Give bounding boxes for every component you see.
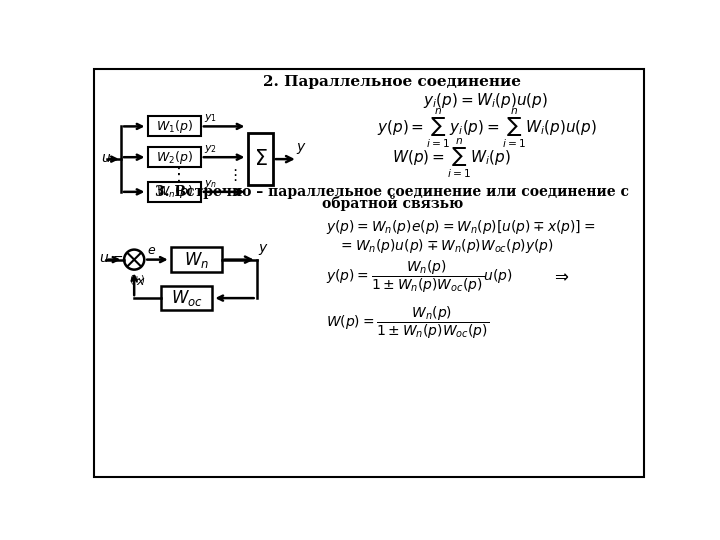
Text: $= W_n(p)u(p) \mp W_n(p)W_{oc}(p)y(p)$: $= W_n(p)u(p) \mp W_n(p)W_{oc}(p)y(p)$ [338,237,554,255]
Bar [148,117,201,137]
Text: 2. Параллельное соединение: 2. Параллельное соединение [264,75,521,89]
Text: обратной связью: обратной связью [322,195,463,211]
Text: $y$: $y$ [296,141,307,156]
Text: $u$: $u$ [99,251,109,265]
Bar [248,133,273,185]
Text: $(+)$: $(+)$ [129,273,145,286]
Text: $\Sigma$: $\Sigma$ [253,149,267,169]
Text: $W(p) = \sum_{i=1}^{n} W_i(p)$: $W(p) = \sum_{i=1}^{n} W_i(p)$ [392,137,511,180]
Text: $\vdots$: $\vdots$ [228,166,238,183]
Text: $-$: $-$ [112,250,123,263]
Text: $W_2(p)$: $W_2(p)$ [156,148,193,166]
Text: $W_1(p)$: $W_1(p)$ [156,118,193,135]
Text: $y$: $y$ [258,242,269,257]
Text: $\Rightarrow$: $\Rightarrow$ [551,268,570,285]
Bar [171,247,222,272]
Text: $y_i(p) = W_i(p)u(p)$: $y_i(p) = W_i(p)u(p)$ [423,91,549,111]
Text: $\vdots$: $\vdots$ [168,165,181,184]
Text: $y_n$: $y_n$ [204,178,217,190]
Text: $y(p) = \sum_{i=1}^{n} y_i(p) = \sum_{i=1}^{n} W_i(p)u(p)$: $y(p) = \sum_{i=1}^{n} y_i(p) = \sum_{i=… [377,106,597,150]
Text: 3. Встречно – параллельное соединение или соединение с: 3. Встречно – параллельное соединение ил… [156,185,629,199]
Text: $e$: $e$ [147,244,156,257]
Text: $y(p) = \dfrac{W_n(p)}{1 \pm W_n(p)W_{oc}(p)}u(p)$: $y(p) = \dfrac{W_n(p)}{1 \pm W_n(p)W_{oc… [326,258,513,295]
Text: $y_2$: $y_2$ [204,143,217,155]
Bar [148,182,201,202]
Text: $W_{oc}$: $W_{oc}$ [171,288,202,308]
Text: $y(p) = W_n(p)e(p) = W_n(p)[u(p) \mp x(p)] =$: $y(p) = W_n(p)e(p) = W_n(p)[u(p) \mp x(p… [326,218,595,235]
Text: $W(p) = \dfrac{W_n(p)}{1 \pm W_n(p)W_{oc}(p)}$: $W(p) = \dfrac{W_n(p)}{1 \pm W_n(p)W_{oc… [326,305,490,341]
Text: $u$: $u$ [101,151,111,165]
Bar [148,147,201,167]
Bar [161,286,212,310]
Text: $W_n$: $W_n$ [184,249,209,269]
Text: $x$: $x$ [137,275,146,288]
Text: $W_n(p)$: $W_n(p)$ [156,184,193,200]
Text: $y_1$: $y_1$ [204,112,217,124]
